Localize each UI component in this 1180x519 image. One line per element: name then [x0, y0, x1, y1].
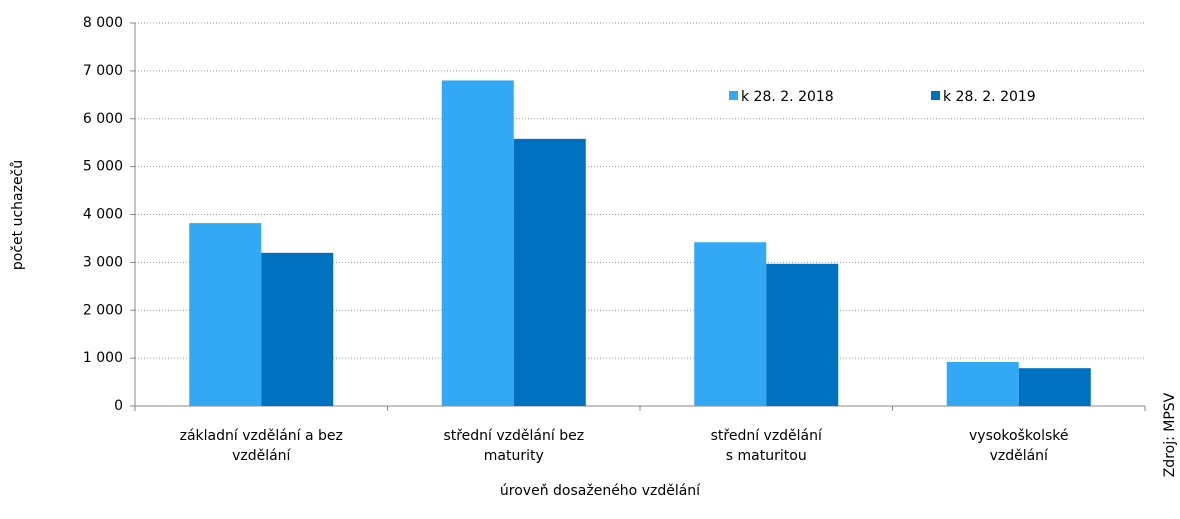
x-tick-label-line: vzdělání [990, 448, 1049, 464]
bar [766, 263, 839, 406]
bar [1018, 368, 1091, 406]
x-tick-label-line: střední vzdělání bez [443, 428, 584, 444]
x-tick-label-line: střední vzdělání [711, 428, 823, 444]
bar [694, 242, 767, 406]
y-axis-label: počet uchazečů [10, 160, 26, 270]
x-axis-label: úroveň dosaženého vzdělání [500, 483, 701, 499]
x-tick-label-line: maturity [484, 448, 544, 464]
y-tick-label: 5 000 [83, 159, 123, 175]
bar [441, 80, 514, 406]
y-tick-label: 2 000 [83, 302, 123, 318]
x-tick-label: základní vzdělání a bez vzdělání [180, 428, 343, 464]
y-tick-label: 6 000 [83, 111, 123, 127]
x-tick-label: střední vzdělání bez maturity [443, 428, 584, 464]
x-tick-label: střední vzdělání s maturitou [711, 428, 823, 464]
bar [946, 361, 1019, 406]
x-tick-label-line: základní vzdělání a bez [180, 428, 343, 444]
legend-label: k 28. 2. 2018 [741, 89, 834, 105]
x-tick-label-line: vysokoškolské [969, 428, 1068, 444]
x-tick-label-line: vzdělání [232, 448, 291, 464]
bar [261, 252, 334, 406]
y-tick-label: 1 000 [83, 350, 123, 366]
source-note: Zdroj: MPSV [1162, 392, 1178, 477]
y-tick-label: 0 [114, 398, 123, 414]
bar [513, 138, 586, 407]
y-tick-label: 8 000 [83, 15, 123, 31]
y-tick-label: 7 000 [83, 63, 123, 79]
y-tick-label: 3 000 [83, 254, 123, 270]
x-tick-label-line: s maturitou [726, 448, 807, 464]
legend-swatch [931, 91, 940, 100]
bar [189, 223, 262, 406]
y-tick-label: 4 000 [83, 207, 123, 223]
legend-label: k 28. 2. 2019 [943, 89, 1036, 105]
x-tick-label: vysokoškolské vzdělání [969, 428, 1068, 464]
legend-swatch [729, 91, 738, 100]
